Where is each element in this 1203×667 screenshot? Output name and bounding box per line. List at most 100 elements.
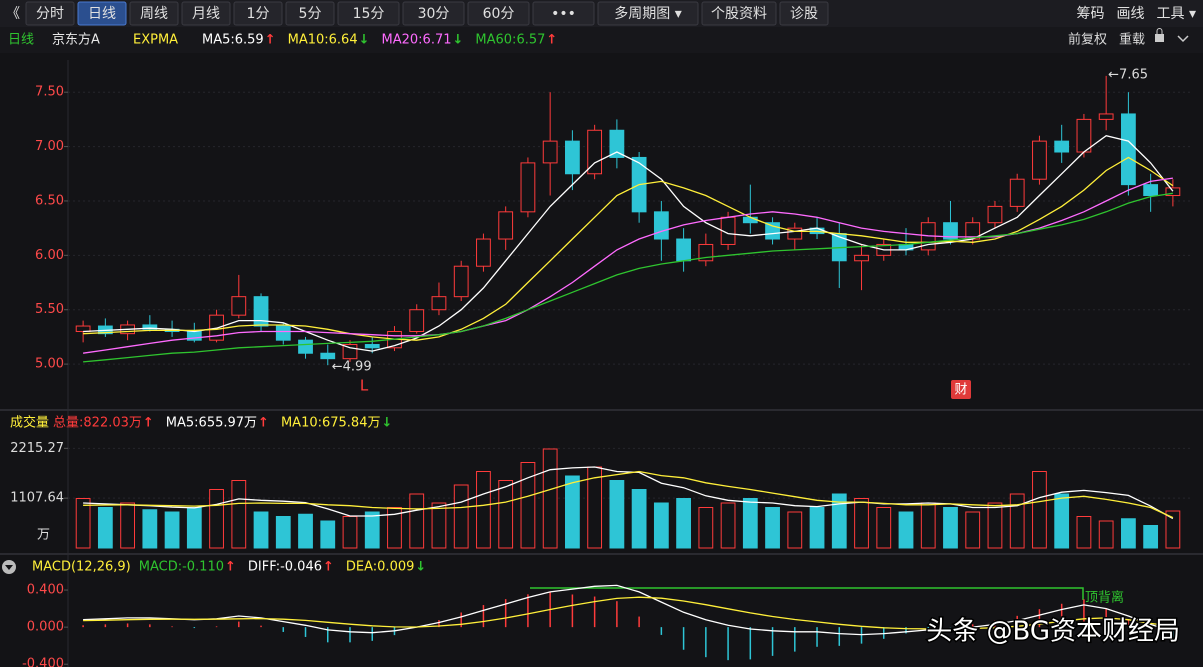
volume-bar: [876, 507, 892, 549]
lock-icon[interactable]: [1155, 34, 1164, 42]
toolbar-label[interactable]: 15分: [353, 6, 385, 22]
volume-bar: [609, 480, 625, 549]
candle-body: [520, 162, 536, 213]
watermark: 头条 @BG资本财经局: [926, 617, 1180, 647]
legend-arrow: ↑: [258, 416, 269, 431]
volume-bar: [320, 520, 336, 549]
volume-bar: [298, 513, 313, 549]
candle-body: [765, 222, 780, 240]
event-marker-box: [951, 380, 971, 399]
candle-body: [653, 211, 669, 240]
toolbar-button[interactable]: [597, 1, 699, 26]
y-tick-label: 7.50: [35, 85, 64, 100]
volume-bar: [542, 448, 558, 549]
toolbar-label[interactable]: 30分: [418, 6, 450, 22]
toolbar-label[interactable]: 分时: [36, 6, 64, 22]
candle-body: [1165, 187, 1181, 197]
candle-body: [453, 265, 469, 298]
line-series: [83, 596, 1173, 630]
toolbar-label[interactable]: 个股资料: [711, 6, 767, 22]
volume-bar: [854, 498, 869, 549]
toolbar-label[interactable]: 周线: [140, 6, 168, 22]
line-series: [83, 177, 1173, 354]
toolbar-label[interactable]: 月线: [192, 6, 220, 22]
legend-label: MA10:675.84万: [281, 416, 381, 431]
legend-label: MACD:-0.110: [139, 560, 224, 575]
toolbar-button[interactable]: [25, 1, 75, 26]
legend-label: MA20:6.71: [382, 33, 452, 48]
lock-icon-shackle: [1156, 28, 1163, 34]
y-tick-label: 7.00: [35, 139, 64, 154]
toolbar-button[interactable]: [181, 1, 231, 26]
candle-body: [542, 140, 558, 164]
toolbar-label[interactable]: 日线: [88, 6, 116, 22]
volume-bar: [965, 511, 981, 549]
toolbar-label[interactable]: 筹码: [1077, 5, 1105, 22]
toolbar-button[interactable]: [779, 1, 829, 26]
volume-bar: [275, 516, 291, 549]
toolbar-label[interactable]: 工具 ▾: [1157, 6, 1196, 22]
expand-icon[interactable]: [1177, 35, 1189, 43]
legend-arrow: ↑: [323, 560, 334, 575]
line-series: [83, 192, 1173, 363]
candle-body: [1076, 118, 1092, 153]
volume-bar: [164, 511, 180, 549]
candle-body: [1032, 140, 1047, 180]
y-tick-label: 1107.64: [10, 491, 64, 506]
stock-name: 京东方A: [52, 32, 100, 48]
candle-body: [587, 129, 603, 175]
toolbar-label[interactable]: 60分: [483, 6, 515, 22]
candle-body: [742, 216, 758, 224]
toolbar-button[interactable]: [701, 1, 777, 26]
volume-bar: [1098, 520, 1114, 549]
candle-body: [320, 352, 336, 360]
toolbar-button[interactable]: [233, 1, 283, 26]
toolbar-label[interactable]: 1分: [247, 6, 270, 22]
line-series: [83, 470, 1174, 519]
candle-body: [253, 296, 269, 327]
toolbar-button[interactable]: [77, 1, 127, 26]
line-series: [83, 156, 1174, 341]
volume-bar: [1076, 516, 1092, 549]
toolbar-button[interactable]: [402, 1, 465, 26]
volume-bar: [142, 509, 158, 549]
y-tick-label: 0.400: [27, 583, 64, 598]
volume-bar: [565, 475, 580, 549]
toolbar-label[interactable]: 诊股: [790, 6, 818, 22]
volume-bar: [364, 511, 380, 549]
candle-body: [231, 296, 247, 316]
volume-bar: [765, 507, 780, 549]
toolbar-button[interactable]: [532, 1, 595, 26]
toolbar-button[interactable]: [467, 1, 530, 26]
toolbar-button[interactable]: [337, 1, 400, 26]
volume-bar: [209, 489, 224, 549]
volume-bar: [787, 511, 803, 549]
volume-bar: [476, 471, 491, 549]
y-tick-label: -0.400: [22, 657, 64, 667]
volume-bar: [186, 507, 202, 549]
candle-body: [943, 222, 958, 240]
high-annotation: ←7.65: [1108, 67, 1148, 82]
volume-bar: [898, 511, 914, 549]
candle-body: [142, 324, 158, 330]
toolbar-label[interactable]: •••: [551, 6, 576, 22]
candle-body: [498, 211, 514, 240]
y-tick-label: 5.50: [35, 302, 64, 317]
toolbar-label[interactable]: 《: [6, 6, 20, 22]
volume-bar: [409, 493, 425, 549]
collapse-icon: [5, 565, 13, 570]
header-option[interactable]: 重载: [1119, 32, 1145, 48]
header-bg: [0, 27, 1203, 53]
header-option[interactable]: 前复权: [1068, 32, 1107, 48]
volume-bar: [676, 498, 691, 549]
volume-bar: [809, 507, 825, 549]
volume-title: 成交量: [10, 415, 49, 431]
toolbar-button[interactable]: [285, 1, 335, 26]
toolbar-label[interactable]: 5分: [299, 6, 322, 22]
volume-bar: [231, 480, 247, 549]
toolbar-button[interactable]: [129, 1, 179, 26]
toolbar-label[interactable]: 多周期图 ▾: [614, 5, 681, 22]
legend-arrow: ↓: [359, 33, 370, 48]
toolbar-label[interactable]: 画线: [1117, 6, 1145, 22]
